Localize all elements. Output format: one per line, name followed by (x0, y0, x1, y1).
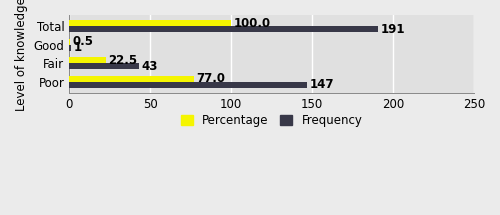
Bar (70, 57, 106, 63)
Bar (70, 45, 71, 51)
Text: 22.5: 22.5 (108, 54, 138, 67)
Text: 0.5: 0.5 (72, 35, 94, 48)
Y-axis label: Level of knowledge: Level of knowledge (15, 0, 28, 111)
Text: 1: 1 (74, 41, 82, 54)
Bar (70, 81, 307, 88)
Text: 191: 191 (381, 23, 406, 35)
Text: 147: 147 (310, 78, 334, 91)
Text: 100.0: 100.0 (234, 17, 270, 30)
Legend: Percentage, Frequency: Percentage, Frequency (176, 109, 367, 132)
Bar (70, 63, 139, 69)
Bar (70, 20, 231, 26)
Text: 43: 43 (142, 60, 158, 72)
Bar (70, 26, 378, 32)
Text: 77.0: 77.0 (196, 72, 226, 85)
Bar (70, 76, 194, 81)
